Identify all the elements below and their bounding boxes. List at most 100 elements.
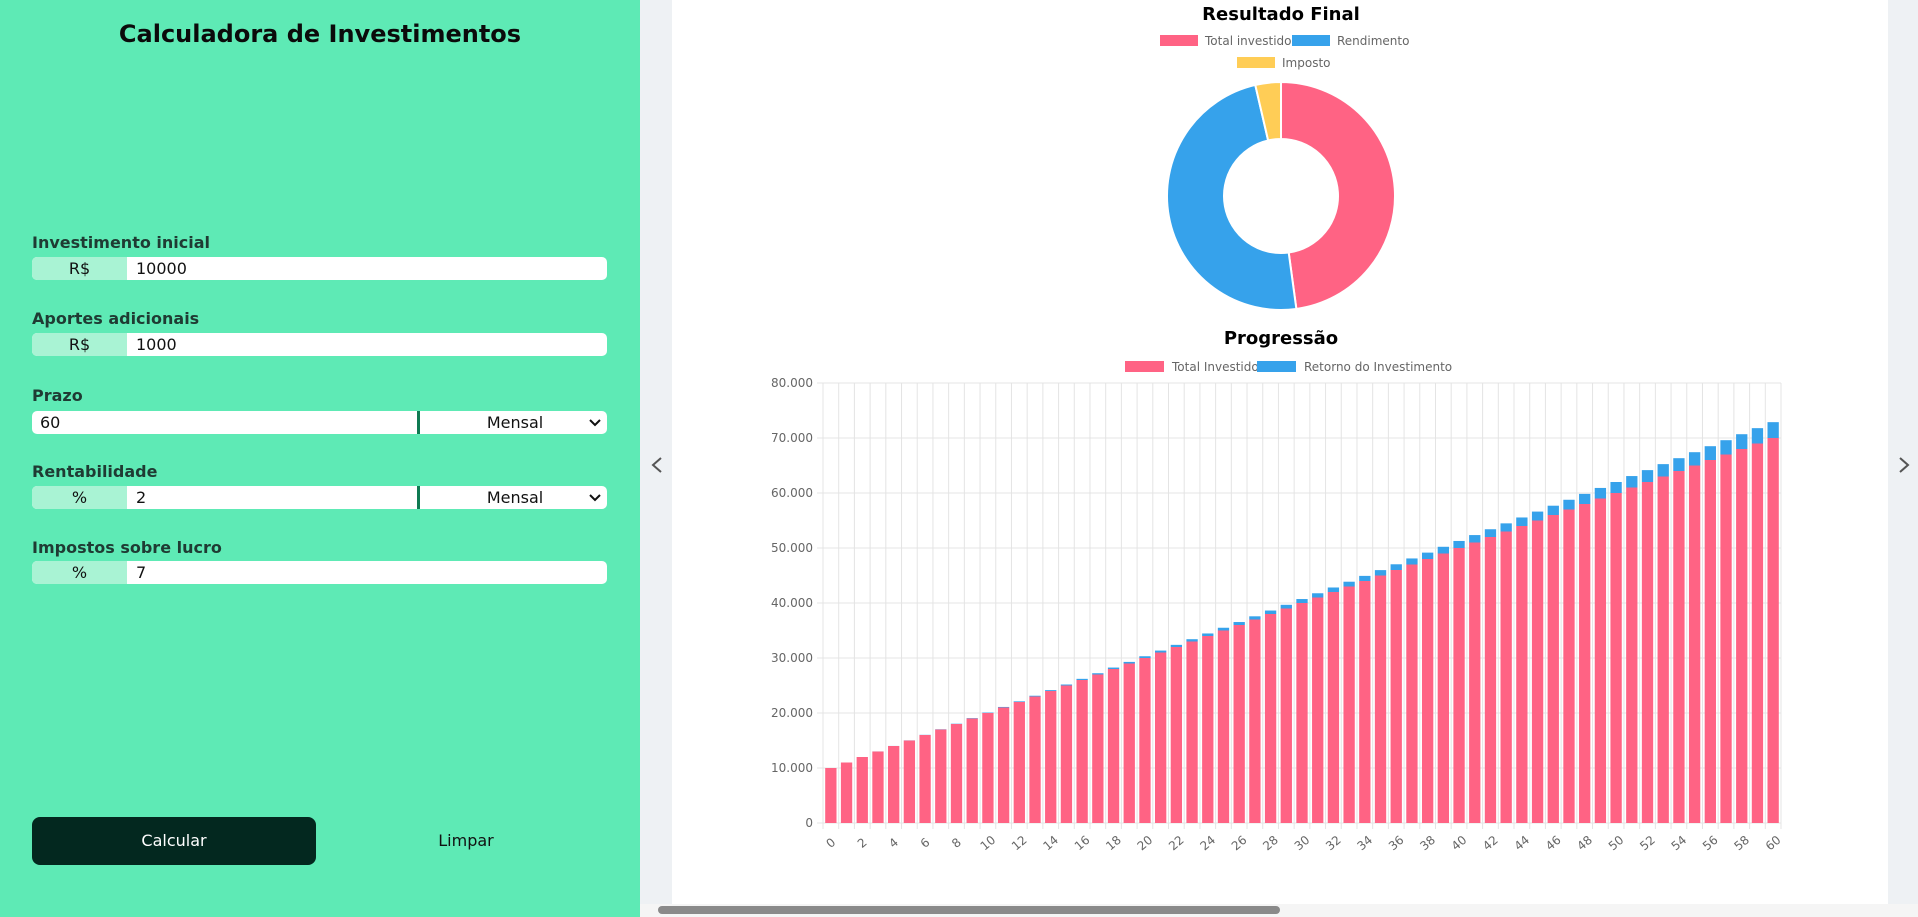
bar [1170,647,1183,823]
prefix: % [32,561,127,584]
y-tick-label: 70.000 [771,431,813,445]
bar [1013,702,1025,823]
bar [1641,470,1654,482]
input[interactable]: % 7 [32,561,607,584]
bar [1296,599,1308,603]
bar [1233,622,1245,625]
bar [1233,625,1245,823]
y-tick-label: 30.000 [771,651,813,665]
bar [1374,575,1387,823]
bar [1217,630,1230,823]
bar [1155,652,1167,823]
bar [1123,661,1135,664]
y-tick-label: 50.000 [771,541,813,555]
bar [1610,482,1622,493]
bar [1657,464,1669,477]
field-label: Rentabilidade [32,462,158,481]
bar [825,768,837,823]
bar [1139,656,1151,658]
legend-swatch [1257,361,1296,372]
bar [1736,434,1748,449]
input[interactable]: % 2 Mensal [32,486,607,509]
bar [1107,667,1120,669]
bar [1704,446,1716,460]
prev-arrow[interactable] [651,457,662,473]
bar [1217,627,1230,631]
bar [950,724,963,823]
legend-label: Rendimento [1337,34,1409,48]
bar [840,762,853,823]
bar [1029,696,1041,823]
bar [1249,616,1261,620]
pie-slice [1254,80,1282,142]
bar [1045,690,1057,691]
bar [1673,471,1685,823]
y-tick-label: 60.000 [771,486,813,500]
bar [1767,438,1779,823]
form-title: Calculadora de Investimentos [118,20,522,48]
bar [1500,531,1512,823]
bar [1123,663,1135,823]
input[interactable]: 60 Mensal [32,411,607,434]
bar [1390,564,1402,570]
bar [1406,564,1418,823]
select[interactable]: Mensal [417,486,607,509]
bar [1437,546,1449,554]
bar [1076,678,1088,680]
y-tick-label: 80.000 [771,376,813,390]
bar [1045,691,1057,823]
bar [1720,454,1732,823]
bar [935,729,947,823]
bar [1594,498,1607,823]
calculate-button[interactable]: Calcular [32,817,316,865]
legend-label: Total investido [1204,34,1292,48]
input-value: 10000 [136,259,187,278]
bar [1453,548,1465,823]
bar [1594,487,1607,499]
bar [1688,452,1701,466]
input[interactable]: R$ 1000 [32,333,607,356]
bar [1531,520,1544,823]
bar [1437,553,1449,823]
clear-button[interactable]: Limpar [438,831,494,850]
pie-slice [1166,83,1298,311]
prefix: R$ [32,257,127,280]
legend-swatch [1237,57,1275,68]
bar [1249,619,1261,823]
y-tick-label: 10.000 [771,761,813,775]
y-tick-label: 20.000 [771,706,813,720]
bar [1626,476,1638,488]
bar [856,757,868,823]
bar [1484,537,1497,823]
bar [1343,586,1355,823]
y-tick-label: 0 [805,816,813,830]
bar [1531,511,1544,521]
bar [1264,614,1277,823]
bar [1107,669,1120,823]
input-value: 2 [136,488,147,507]
bar [1516,526,1528,823]
bar [1751,428,1764,444]
field-label: Aportes adicionais [32,309,200,328]
next-arrow[interactable] [1899,457,1910,473]
bar [1563,499,1575,510]
bar [1280,604,1292,609]
input[interactable]: R$ 10000 [32,257,607,280]
bar [1720,440,1732,455]
bar [1327,592,1340,823]
bar [1202,636,1214,823]
bar [1264,610,1277,614]
field-label: Prazo [32,386,83,405]
bar [1312,597,1324,823]
chart-title: Progressão [1224,328,1338,349]
field-label: Investimento inicial [32,233,211,252]
scrollbar-thumb[interactable] [658,906,1280,914]
bar [1610,493,1622,823]
bar [903,740,916,823]
bar [1343,581,1355,587]
bar [1579,504,1591,823]
input-value: 60 [40,413,61,432]
select[interactable]: Mensal [417,411,607,434]
